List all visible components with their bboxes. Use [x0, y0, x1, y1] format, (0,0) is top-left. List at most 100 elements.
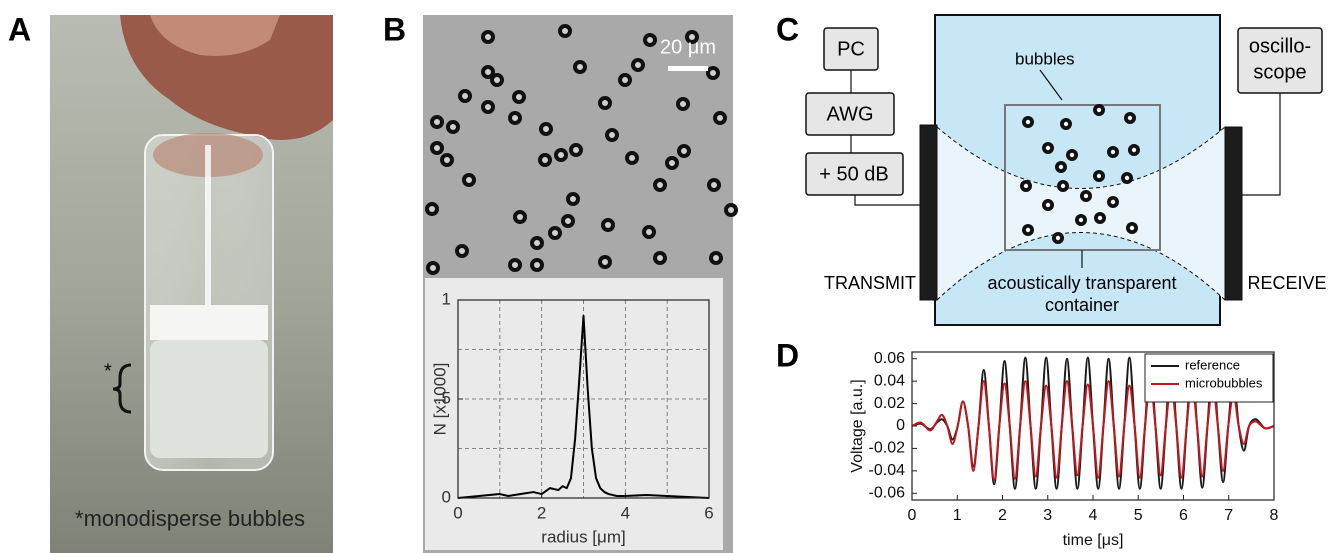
bubble [539, 122, 553, 136]
bubble-core [1060, 183, 1066, 189]
bubble-core [1110, 199, 1116, 205]
bubble [676, 97, 690, 111]
y-tick-label: 0 [442, 487, 451, 506]
box-label: + 50 dB [819, 163, 889, 185]
bubble [706, 66, 720, 80]
bubble [685, 30, 699, 44]
box-label: AWG [826, 103, 873, 125]
box-label: PC [837, 38, 865, 60]
box-label: oscillo- [1249, 35, 1311, 57]
transmit-label: TRANSMIT [824, 273, 916, 293]
bubble-core [1097, 215, 1103, 221]
diagram [805, 14, 1323, 326]
legend-label: microbubbles [1185, 375, 1263, 390]
container-label: container [1045, 295, 1119, 315]
bubble-core [1083, 193, 1089, 199]
panel-label: D [776, 337, 799, 373]
caption: *monodisperse bubbles [75, 506, 305, 531]
bubble-core [1096, 107, 1102, 113]
bubble-core [1078, 217, 1084, 223]
x-tick-label: 7 [1224, 507, 1233, 524]
bubble [724, 203, 738, 217]
bubble-core [1131, 147, 1137, 153]
y-axis-label: Voltage [a.u.] [849, 379, 866, 472]
y-tick-label: 0.04 [874, 372, 905, 389]
x-axis-label: radius [μm] [541, 527, 625, 546]
bubble [642, 225, 656, 239]
x-tick-label: 6 [1179, 507, 1188, 524]
bubble [481, 30, 495, 44]
bubble-core [1096, 173, 1102, 179]
x-tick-label: 2 [998, 507, 1007, 524]
bubble [530, 236, 544, 250]
bubble-core [1025, 119, 1031, 125]
bubble [631, 58, 645, 72]
bubble [481, 65, 495, 79]
y-tick-label: 0.06 [874, 350, 905, 367]
bubble-core [1063, 121, 1069, 127]
x-axis-label: time [μs] [1063, 532, 1124, 549]
bubble [481, 100, 495, 114]
bubble [513, 210, 527, 224]
y-axis-label: N [x1000] [430, 363, 449, 436]
series-line [911, 380, 1275, 481]
bubble [440, 153, 454, 167]
bubble [713, 111, 727, 125]
y-tick-label: 1 [442, 289, 451, 308]
bubble-core [1058, 164, 1064, 170]
bubbles-label: bubbles [1015, 49, 1075, 68]
bubble [618, 73, 632, 87]
bubble-core [1045, 145, 1051, 151]
bubble-core [1045, 202, 1051, 208]
bubble [446, 120, 460, 134]
bubble [538, 153, 552, 167]
bubble [426, 261, 440, 275]
x-tick-label: 8 [1270, 507, 1279, 524]
container-label: acoustically transparent [987, 273, 1176, 293]
bubble [430, 141, 444, 155]
legend-label: reference [1185, 357, 1240, 372]
bubble [554, 148, 568, 162]
bubble [569, 143, 583, 157]
bubble [512, 90, 526, 104]
bubble [665, 156, 679, 170]
bubble [425, 202, 439, 216]
box-label: scope [1253, 61, 1306, 83]
bubble [561, 214, 575, 228]
legend-box [1144, 353, 1274, 403]
x-tick-label: 4 [621, 503, 630, 522]
bubble [707, 178, 721, 192]
panel-label: B [383, 11, 406, 47]
x-tick-label: 5 [1134, 507, 1143, 524]
bubble [558, 24, 572, 38]
x-tick-label: 4 [1089, 507, 1098, 524]
bubble [653, 251, 667, 265]
y-tick-label: -0.02 [869, 440, 906, 457]
bubble [508, 258, 522, 272]
bubble-core [1069, 152, 1075, 158]
bubble-core [1127, 115, 1133, 121]
bubble [462, 173, 476, 187]
panel-label: A [8, 11, 31, 47]
bubble [490, 73, 504, 87]
x-tick-label: 2 [537, 503, 546, 522]
bubble [508, 111, 522, 125]
y-tick-label: -0.04 [869, 462, 906, 479]
bubble [430, 115, 444, 129]
series-line [457, 314, 710, 499]
x-tick-label: 1 [953, 507, 962, 524]
x-tick-label: 0 [453, 503, 462, 522]
bubble [677, 144, 691, 158]
scale-bar-label: 20 μm [660, 36, 716, 58]
bubble [601, 218, 615, 232]
bubble-core [1110, 149, 1116, 155]
receive-label: RECEIVE [1247, 273, 1326, 293]
bubble-core [1023, 183, 1029, 189]
photo: * *monodisperse bubbles [50, 15, 333, 553]
plot-frame [911, 351, 1275, 501]
bubble-core [1124, 175, 1130, 181]
bubble [455, 244, 469, 258]
bubble [566, 192, 580, 206]
bubble [709, 251, 723, 265]
